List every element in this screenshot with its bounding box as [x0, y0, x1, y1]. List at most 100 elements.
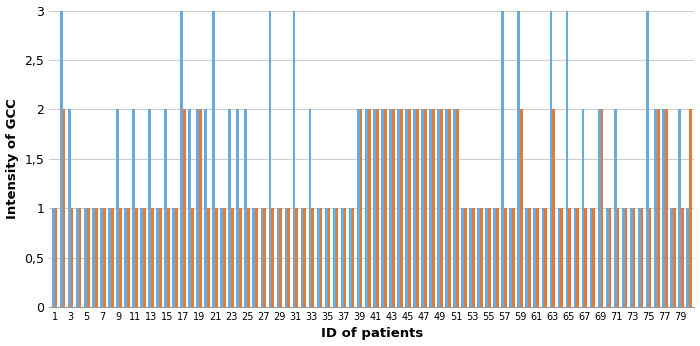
Bar	[561, 208, 564, 307]
Bar	[52, 208, 55, 307]
Bar	[119, 208, 122, 307]
Bar	[188, 109, 191, 307]
Bar	[68, 109, 71, 307]
Bar	[389, 109, 392, 307]
Bar	[381, 109, 384, 307]
Bar	[545, 208, 547, 307]
Bar	[485, 208, 488, 307]
Bar	[132, 109, 135, 307]
Bar	[175, 208, 178, 307]
Bar	[253, 208, 256, 307]
Bar	[127, 208, 130, 307]
Bar	[681, 208, 684, 307]
Bar	[360, 109, 363, 307]
Bar	[469, 208, 472, 307]
Bar	[272, 208, 274, 307]
Bar	[256, 208, 258, 307]
Bar	[429, 109, 432, 307]
Bar	[413, 109, 416, 307]
Bar	[351, 208, 354, 307]
Bar	[207, 208, 210, 307]
Bar	[405, 109, 408, 307]
Bar	[135, 208, 138, 307]
Bar	[288, 208, 290, 307]
Bar	[573, 208, 576, 307]
Bar	[598, 109, 601, 307]
Bar	[558, 208, 561, 307]
Bar	[276, 208, 279, 307]
Bar	[148, 109, 151, 307]
Bar	[392, 109, 395, 307]
Bar	[116, 109, 119, 307]
Bar	[552, 109, 555, 307]
Bar	[325, 208, 328, 307]
Bar	[501, 11, 504, 307]
Bar	[646, 11, 649, 307]
Bar	[440, 109, 443, 307]
Bar	[496, 208, 499, 307]
Bar	[376, 109, 379, 307]
Bar	[103, 208, 106, 307]
Bar	[670, 208, 673, 307]
Bar	[172, 208, 175, 307]
Bar	[269, 11, 272, 307]
Bar	[341, 208, 344, 307]
Bar	[244, 109, 247, 307]
Bar	[649, 208, 652, 307]
Bar	[293, 11, 295, 307]
Bar	[384, 109, 386, 307]
Bar	[617, 208, 620, 307]
Bar	[71, 208, 74, 307]
Bar	[301, 208, 304, 307]
Bar	[196, 109, 199, 307]
Bar	[108, 208, 111, 307]
Bar	[424, 109, 427, 307]
Bar	[432, 109, 435, 307]
Bar	[678, 109, 681, 307]
Bar	[312, 208, 314, 307]
Bar	[445, 109, 448, 307]
Bar	[295, 208, 298, 307]
Bar	[416, 109, 419, 307]
Bar	[512, 208, 515, 307]
Bar	[332, 208, 335, 307]
Bar	[159, 208, 162, 307]
Bar	[464, 208, 467, 307]
Bar	[223, 208, 226, 307]
Bar	[344, 208, 346, 307]
Bar	[520, 109, 523, 307]
Bar	[606, 208, 608, 307]
Bar	[111, 208, 113, 307]
Bar	[335, 208, 338, 307]
Bar	[180, 11, 183, 307]
Bar	[76, 208, 78, 307]
Bar	[589, 208, 592, 307]
Bar	[228, 109, 231, 307]
Bar	[517, 11, 520, 307]
Bar	[536, 208, 539, 307]
Bar	[263, 208, 266, 307]
Bar	[640, 208, 643, 307]
Bar	[510, 208, 512, 307]
Bar	[472, 208, 475, 307]
Bar	[260, 208, 263, 307]
Bar	[614, 109, 617, 307]
Bar	[373, 109, 376, 307]
Bar	[151, 208, 154, 307]
Bar	[608, 208, 611, 307]
Bar	[480, 208, 483, 307]
Bar	[526, 208, 528, 307]
Bar	[309, 109, 312, 307]
Bar	[582, 109, 584, 307]
Bar	[542, 208, 545, 307]
Bar	[60, 11, 62, 307]
Bar	[304, 208, 307, 307]
Bar	[285, 208, 288, 307]
Bar	[204, 109, 207, 307]
Bar	[62, 109, 65, 307]
Bar	[657, 109, 659, 307]
Bar	[212, 11, 215, 307]
Bar	[665, 109, 668, 307]
Bar	[279, 208, 282, 307]
Y-axis label: Intensity of GCC: Intensity of GCC	[6, 98, 19, 219]
